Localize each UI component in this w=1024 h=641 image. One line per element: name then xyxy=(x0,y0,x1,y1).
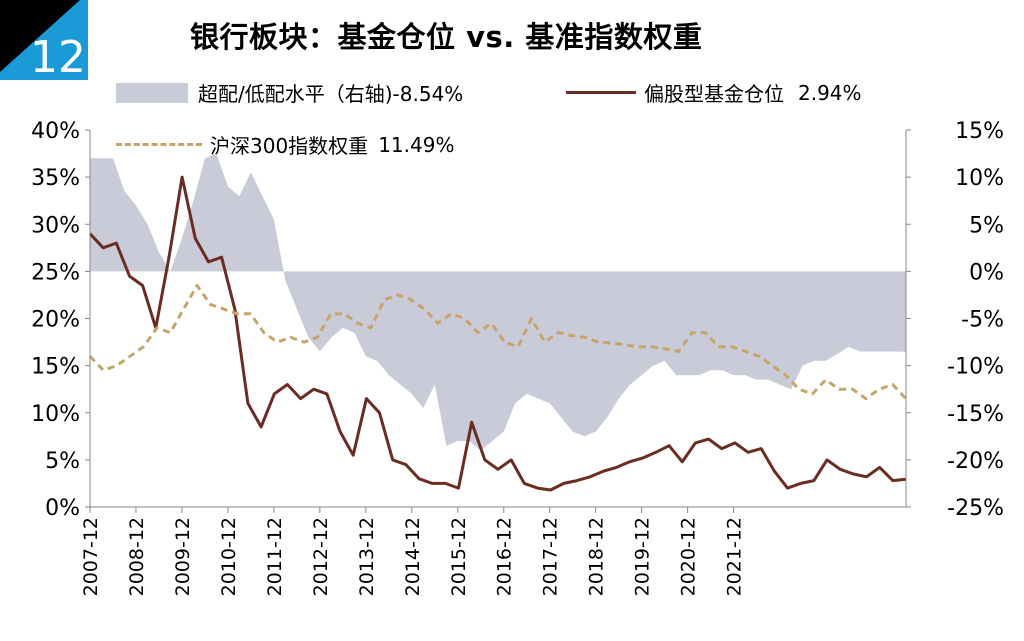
left-y-tick-label: 0% xyxy=(45,496,80,521)
legend-value-fund: 2.94% xyxy=(798,80,862,105)
right-y-tick-label: -25% xyxy=(947,496,1004,521)
left-y-tick-label: 10% xyxy=(31,402,80,427)
legend-item-index: 沪深300指数权重 11.49% xyxy=(116,130,454,159)
x-tick-label: 2016-12 xyxy=(494,517,516,596)
series-lines-layer xyxy=(88,175,908,492)
left-y-tick-label: 35% xyxy=(31,166,80,191)
x-tick-label: 2012-12 xyxy=(310,517,332,596)
legend-label-fund: 偏股型基金仓位 xyxy=(644,82,784,106)
legend-label-band: 超配/低配水平（右轴)-8.54% xyxy=(198,82,464,106)
legend-value-index: 11.49% xyxy=(378,132,455,157)
fund-position-line xyxy=(88,175,907,492)
overweight-area-layer xyxy=(90,153,906,451)
x-tick-label: 2010-12 xyxy=(218,517,240,596)
right-y-tick-label: -20% xyxy=(947,449,1004,474)
right-y-tick-label: 0% xyxy=(969,260,1004,285)
chart-number-badge: 12 xyxy=(0,0,88,80)
badge-number: 12 xyxy=(30,32,86,80)
x-tick-label: 2009-12 xyxy=(172,517,194,596)
left-y-tick-label: 40% xyxy=(31,119,80,144)
left-y-tick-label: 5% xyxy=(45,449,80,474)
index-weight-line xyxy=(88,284,908,401)
legend-item-fund: 偏股型基金仓位 2.94% xyxy=(566,78,862,107)
right-y-tick-label: 5% xyxy=(969,213,1004,238)
x-tick-label: 2021-12 xyxy=(724,517,746,596)
right-y-tick-label: -5% xyxy=(961,308,1004,333)
left-y-tick-label: 25% xyxy=(31,260,80,285)
x-tick-label: 2007-12 xyxy=(80,517,102,596)
x-tick-label: 2015-12 xyxy=(448,517,470,596)
x-tick-label: 2018-12 xyxy=(586,517,608,596)
x-tick-label: 2014-12 xyxy=(402,517,424,596)
right-y-tick-label: 15% xyxy=(955,119,1004,144)
badge-graphic: 12 xyxy=(0,0,88,80)
legend-swatch-fund xyxy=(566,91,636,94)
right-y-tick-label: -10% xyxy=(947,355,1004,380)
legend-item-band: 超配/低配水平（右轴)-8.54% xyxy=(116,78,463,107)
x-tick-label: 2020-12 xyxy=(678,517,700,596)
legend-swatch-band xyxy=(116,82,188,103)
left-y-tick-label: 20% xyxy=(31,308,80,333)
x-tick-label: 2013-12 xyxy=(356,517,378,596)
left-y-tick-label: 15% xyxy=(31,355,80,380)
right-y-tick-label: -15% xyxy=(947,402,1004,427)
legend-label-index: 沪深300指数权重 xyxy=(210,134,369,158)
x-tick-label: 2017-12 xyxy=(540,517,562,596)
overweight-area xyxy=(90,153,906,451)
right-y-tick-label: 10% xyxy=(955,166,1004,191)
x-tick-label: 2011-12 xyxy=(264,517,286,596)
x-tick-label: 2019-12 xyxy=(632,517,654,596)
left-y-tick-label: 30% xyxy=(31,213,80,238)
chart-title: 银行板块：基金仓位 vs. 基准指数权重 xyxy=(190,20,703,54)
x-tick-label: 2008-12 xyxy=(126,517,148,596)
legend-swatch-index xyxy=(116,143,202,146)
axes-layer: 0% 5% 10% 15% 20% 25% 30% 35% 40% -25% -20% -15% -10… xyxy=(31,119,1004,596)
